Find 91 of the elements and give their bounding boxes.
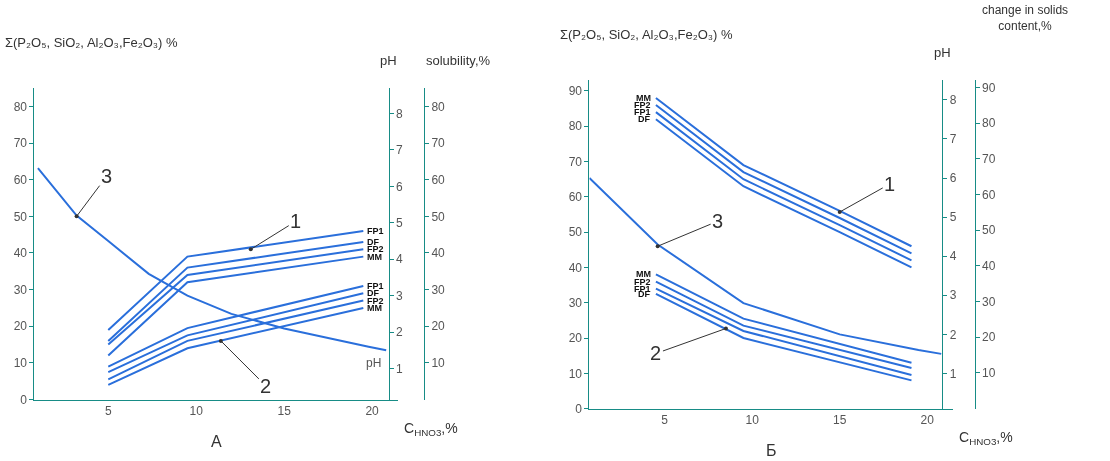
y-tick-label: 50 (568, 225, 583, 240)
series-label: FP1 (634, 107, 651, 117)
y2-tick-label: 4 (395, 252, 403, 267)
x-tick-label: 20 (920, 413, 935, 427)
x-tick-label: 5 (104, 403, 112, 418)
y-tick-label: 0 (20, 392, 28, 407)
series-label: MM (367, 252, 382, 262)
y3-tick-label: 80 (431, 99, 446, 114)
y2-tick-label: 3 (949, 288, 957, 303)
y2-tick-label: 2 (395, 325, 403, 340)
y-tick-label: 30 (568, 295, 583, 310)
y-tick-label: 20 (13, 319, 28, 334)
annotation: 2 (260, 375, 272, 397)
y3-tick-label: 70 (431, 136, 446, 151)
y2-tick-label: 7 (395, 143, 403, 158)
y-tick-label: 40 (13, 246, 28, 261)
y-axis-title: Σ(P₂O₅, SiO₂, Al₂O₃,Fe₂O₃) % (5, 35, 179, 50)
y-tick-label: 0 (575, 401, 583, 416)
y2-tick-label: 8 (949, 93, 957, 108)
y2-tick-label: 5 (395, 216, 403, 231)
y-axis-title: Σ(P₂O₅, SiO₂, Al₂O₃,Fe₂O₃) % (560, 27, 734, 42)
y3-tick-label: 50 (431, 209, 446, 224)
y2-tick-label: 4 (949, 249, 957, 264)
y2-tick-label: 3 (395, 288, 403, 303)
text: А (211, 433, 222, 450)
series-label: DF (367, 237, 380, 247)
y-tick-label: 90 (568, 84, 583, 99)
series-label: FP2 (367, 296, 384, 306)
y-tick-label: 60 (13, 172, 28, 187)
y2-axis-title: pH (366, 356, 382, 370)
x-axis-title: C$_{HNO3}$,% (404, 420, 458, 438)
series-label: DF (638, 114, 651, 124)
y2-tick-label: 1 (395, 361, 403, 376)
y3-axis-title: solubility,% (426, 53, 491, 68)
y3-tick-label: 40 (981, 259, 996, 274)
y-tick-label: 50 (13, 209, 28, 224)
y3-tick-label: 60 (981, 187, 996, 202)
x-tick-label: 5 (661, 413, 669, 427)
series-label: FP2 (634, 100, 651, 110)
y3-tick-label: 90 (981, 80, 996, 95)
y3-tick-label: 10 (431, 356, 446, 371)
annotation: 1 (884, 173, 896, 195)
y2-tick-label: 6 (395, 179, 403, 194)
y-tick-label: 10 (568, 366, 583, 381)
y-tick-label: 70 (568, 154, 583, 169)
annotation: 1 (290, 210, 302, 232)
annotation: 3 (101, 165, 113, 187)
annotation: 3 (712, 210, 724, 232)
y-tick-label: 40 (568, 260, 583, 275)
y3-axis-title: change in solids content,% (982, 3, 1069, 33)
y2-tick-label: 1 (949, 366, 957, 381)
y-tick-label: 70 (13, 136, 28, 151)
y-tick-label: 80 (568, 119, 583, 134)
series-label: DF (367, 288, 380, 298)
y3-tick-label: 20 (431, 319, 446, 334)
series-label: FP1 (367, 281, 384, 291)
y3-tick-label: 80 (981, 116, 996, 131)
x-tick-label: 10 (189, 403, 204, 418)
x-tick-label: 15 (833, 413, 847, 427)
y-tick-label: 20 (568, 331, 583, 346)
y2-tick-label: 2 (949, 327, 957, 342)
x-tick-label: 20 (365, 403, 380, 418)
text: Б (766, 442, 777, 459)
series-label: FP1 (367, 226, 384, 236)
y-tick-label: 10 (13, 356, 28, 371)
y2-tick-label: 5 (949, 210, 957, 225)
text: pH (380, 53, 397, 68)
series-label: FP2 (634, 277, 651, 287)
y3-tick-label: 20 (981, 330, 996, 345)
series-label: MM (367, 303, 382, 313)
y3-tick-label: 60 (431, 172, 446, 187)
y3-tick-label: 30 (431, 282, 446, 297)
series-label: MM (636, 93, 651, 103)
series-label: MM (636, 269, 651, 279)
series-label: FP2 (367, 244, 384, 254)
y3-tick-label: 30 (981, 294, 996, 309)
y-tick-label: 80 (13, 99, 28, 114)
y3-tick-label: 40 (431, 246, 446, 261)
y3-tick-label: 50 (981, 223, 996, 238)
y3-tick-label: 70 (981, 152, 996, 167)
y3-tick-label: 10 (981, 366, 996, 381)
y2-tick-label: 6 (949, 171, 957, 186)
x-tick-label: 10 (745, 413, 760, 427)
y2-tick-label: 7 (949, 132, 957, 147)
x-tick-label: 15 (277, 403, 292, 418)
y2-tick-label: 8 (395, 106, 403, 121)
y-tick-label: 30 (13, 282, 28, 297)
x-axis-title: C$_{HNO3}$,% (959, 429, 1013, 447)
y-tick-label: 60 (568, 190, 583, 205)
annotation: 2 (650, 342, 662, 364)
y2-axis-title: pH (934, 45, 951, 60)
